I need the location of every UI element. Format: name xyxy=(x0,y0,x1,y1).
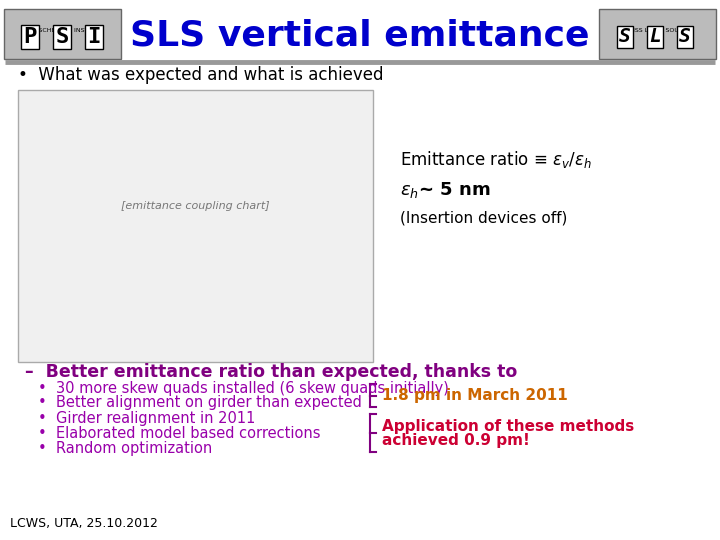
Text: –  Better emittance ratio than expected, thanks to: – Better emittance ratio than expected, … xyxy=(25,363,517,381)
FancyBboxPatch shape xyxy=(599,9,716,59)
Text: Application of these methods: Application of these methods xyxy=(382,420,634,435)
Text: S: S xyxy=(55,27,68,47)
Text: SLS vertical emittance: SLS vertical emittance xyxy=(130,18,590,52)
Text: •  30 more skew quads installed (6 skew quads initially): • 30 more skew quads installed (6 skew q… xyxy=(38,381,449,395)
Text: •  What was expected and what is achieved: • What was expected and what is achieved xyxy=(18,66,384,84)
Text: •  Elaborated model based corrections: • Elaborated model based corrections xyxy=(38,426,320,441)
Text: L: L xyxy=(649,28,661,46)
Text: S: S xyxy=(679,28,691,46)
FancyBboxPatch shape xyxy=(4,9,121,59)
Text: PAUL SCHERRER INSTITUT: PAUL SCHERRER INSTITUT xyxy=(22,28,103,32)
Text: LCWS, UTA, 25.10.2012: LCWS, UTA, 25.10.2012 xyxy=(10,517,158,530)
FancyBboxPatch shape xyxy=(18,90,373,362)
Text: SWISS LIGHT SOURCE: SWISS LIGHT SOURCE xyxy=(623,28,691,32)
Text: $\varepsilon_h$~ 5 nm: $\varepsilon_h$~ 5 nm xyxy=(400,180,490,200)
Text: •  Better alignment on girder than expected: • Better alignment on girder than expect… xyxy=(38,395,362,410)
Text: S: S xyxy=(619,28,631,46)
Text: I: I xyxy=(87,27,101,47)
Text: (Insertion devices off): (Insertion devices off) xyxy=(400,211,567,226)
Text: 1.8 pm in March 2011: 1.8 pm in March 2011 xyxy=(382,388,568,403)
Text: •  Random optimization: • Random optimization xyxy=(38,441,212,456)
Text: P: P xyxy=(23,27,37,47)
Text: Emittance ratio ≡ $\varepsilon_v/\varepsilon_h$: Emittance ratio ≡ $\varepsilon_v/\vareps… xyxy=(400,150,592,171)
Text: achieved 0.9 pm!: achieved 0.9 pm! xyxy=(382,434,530,449)
Text: [emittance coupling chart]: [emittance coupling chart] xyxy=(121,201,270,211)
Text: •  Girder realignment in 2011: • Girder realignment in 2011 xyxy=(38,410,256,426)
